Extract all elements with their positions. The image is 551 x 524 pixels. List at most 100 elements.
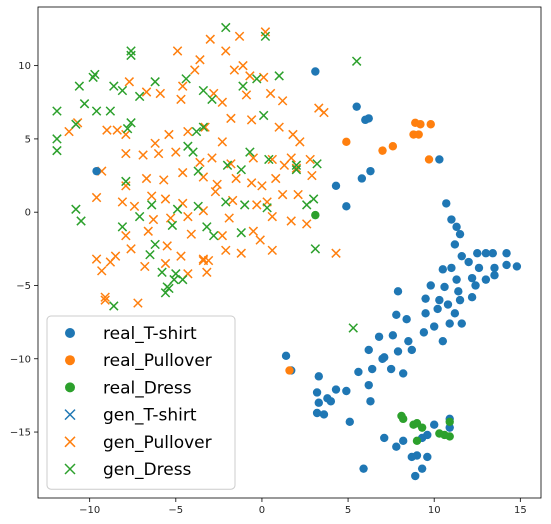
data-point: [133, 298, 143, 308]
data-point: [454, 287, 463, 296]
data-point: [423, 452, 432, 462]
data-point: [195, 55, 205, 65]
data-point: [141, 173, 152, 184]
data-point: [229, 65, 240, 75]
data-point: [202, 222, 212, 232]
data-point: [145, 249, 155, 260]
data-point: [442, 199, 451, 208]
legend-label: real_T-shirt: [103, 324, 197, 344]
data-point: [359, 464, 368, 473]
data-point: [92, 166, 101, 176]
data-point: [265, 88, 276, 99]
y-tick-label: 0: [25, 208, 31, 219]
data-point: [224, 213, 234, 223]
data-point: [274, 122, 284, 132]
data-point: [221, 22, 231, 33]
data-point: [378, 146, 387, 155]
data-point: [429, 322, 439, 331]
data-point: [380, 433, 389, 443]
data-point: [238, 60, 248, 71]
data-point: [122, 123, 133, 134]
y-tick-label: −15: [10, 428, 31, 439]
y-axis-ticks: −15 −10 −5 0 5 10: [10, 61, 38, 439]
data-point: [393, 287, 403, 296]
data-point: [357, 174, 367, 183]
data-point: [407, 345, 417, 355]
y-tick-label: −10: [10, 354, 31, 365]
data-point: [169, 274, 179, 285]
data-point: [217, 97, 228, 107]
data-point: [326, 397, 336, 406]
data-point: [177, 274, 188, 285]
legend-marker: [64, 436, 76, 448]
legend-marker: [64, 463, 76, 475]
data-point: [481, 249, 491, 258]
data-point: [429, 420, 439, 429]
data-point: [181, 74, 191, 84]
data-point: [291, 160, 302, 171]
data-point: [270, 173, 281, 184]
data-point: [264, 154, 274, 165]
data-point: [367, 364, 377, 374]
data-point: [126, 244, 136, 254]
legend-label: gen_Dress: [103, 460, 192, 480]
data-point: [146, 191, 157, 201]
data-point: [447, 215, 456, 224]
data-point: [312, 408, 322, 418]
data-point: [207, 153, 217, 163]
data-point: [121, 230, 131, 241]
data-point: [248, 226, 259, 236]
legend-marker: [65, 355, 75, 366]
data-point: [102, 125, 112, 135]
series-real-pullover: [285, 118, 435, 375]
data-point: [490, 263, 499, 273]
data-point: [342, 137, 351, 147]
data-point: [364, 345, 373, 355]
data-point: [160, 258, 171, 269]
data-point: [191, 126, 202, 137]
data-point: [164, 283, 174, 294]
data-point: [407, 452, 417, 462]
data-point: [457, 319, 466, 328]
x-tick-label: 0: [259, 505, 265, 516]
data-point: [246, 115, 257, 125]
data-point: [234, 31, 245, 42]
data-point: [157, 267, 167, 278]
data-point: [310, 244, 321, 254]
data-point: [352, 102, 361, 111]
data-point: [388, 142, 398, 151]
data-point: [255, 235, 265, 245]
data-point: [134, 211, 145, 222]
data-point: [473, 249, 482, 258]
data-point: [71, 119, 81, 129]
data-point: [177, 81, 188, 91]
data-point: [502, 260, 511, 270]
data-point: [186, 229, 197, 239]
legend-label: gen_Pullover: [103, 433, 212, 453]
data-point: [217, 137, 228, 147]
data-point: [205, 34, 215, 44]
data-point: [412, 436, 422, 446]
data-point: [488, 249, 497, 258]
data-point: [319, 410, 329, 419]
data-point: [159, 175, 169, 185]
data-point: [267, 245, 278, 256]
legend-box: [46, 315, 236, 490]
data-point: [121, 129, 131, 140]
data-point: [117, 222, 128, 232]
data-point: [260, 31, 271, 42]
data-point: [419, 328, 429, 337]
data-point: [208, 88, 219, 99]
data-point: [143, 226, 153, 236]
data-point: [150, 239, 160, 250]
data-point: [490, 271, 499, 280]
data-point: [193, 201, 203, 212]
data-point: [331, 385, 341, 394]
data-point: [345, 417, 354, 426]
data-point: [464, 257, 473, 267]
y-tick-label: −5: [16, 281, 31, 292]
data-point: [293, 189, 303, 200]
data-point: [424, 155, 434, 164]
legend: real_T-shirt real_Pullover real_Dress gen_T…: [46, 315, 236, 490]
data-point: [354, 367, 363, 377]
